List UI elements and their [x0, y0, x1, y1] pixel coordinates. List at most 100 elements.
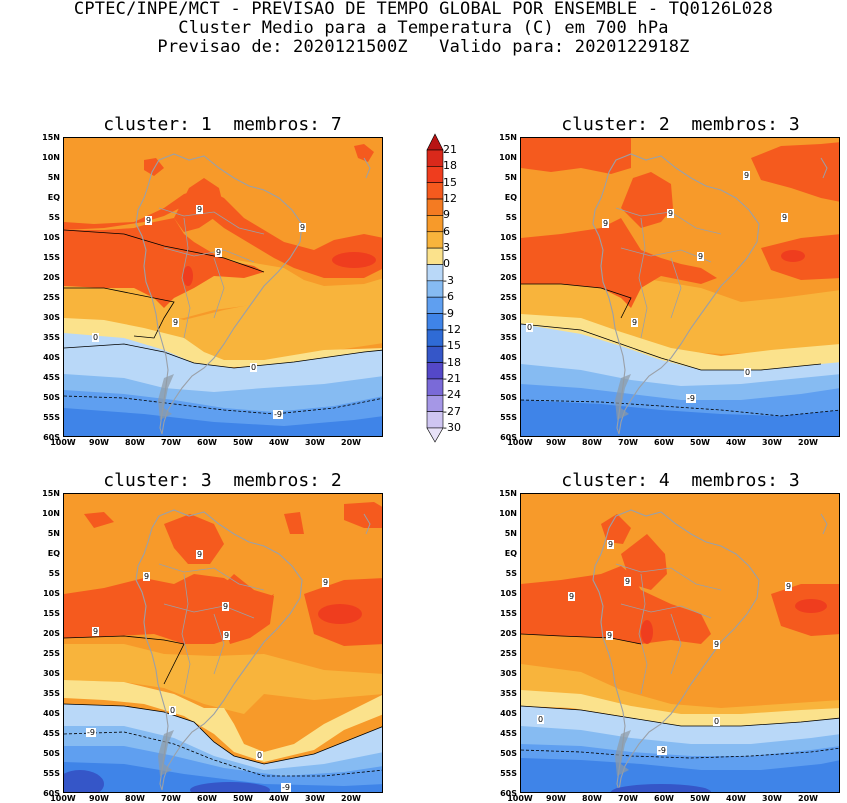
contour-label: 0 — [526, 323, 534, 332]
contour-label: 9 — [602, 219, 610, 228]
lat-tick-label: 15N — [499, 133, 517, 142]
lat-tick-label: 50S — [43, 749, 60, 758]
lon-tick-label: 80W — [582, 794, 602, 803]
lon-tick-label: 40W — [269, 794, 289, 803]
lon-tick-label: 20W — [341, 794, 361, 803]
lon-tick-label: 60W — [197, 438, 217, 447]
contour-label: 0 — [169, 706, 177, 715]
lon-tick-label: 100W — [507, 794, 533, 803]
colorbar-bottom-arrow — [426, 427, 444, 443]
lon-tick-label: 70W — [161, 794, 181, 803]
contour-label: 9 — [624, 577, 632, 586]
lat-tick-label: EQ — [504, 549, 517, 558]
lat-tick-label: 15S — [43, 253, 60, 262]
lat-tick-label: 10N — [42, 509, 60, 518]
panel-3-map — [63, 493, 383, 793]
colorbar-tick-label: -15 — [443, 339, 461, 353]
contour-label: 9 — [781, 213, 789, 222]
lat-tick-label: 40S — [500, 709, 517, 718]
lat-tick-label: 45S — [43, 373, 60, 382]
colorbar-cell — [426, 362, 444, 380]
lat-tick-label: 55S — [43, 413, 60, 422]
panel-2-title: cluster: 2 membros: 3 — [561, 114, 800, 135]
contour-label: 9 — [223, 631, 231, 640]
contour-label: 0 — [250, 363, 258, 372]
contour-label: 9 — [322, 578, 330, 587]
lon-tick-label: 90W — [546, 438, 566, 447]
colorbar-tick-label: 6 — [443, 224, 450, 238]
lat-tick-label: 55S — [500, 769, 517, 778]
lat-tick-label: 25S — [43, 649, 60, 658]
contour-label: 9 — [299, 223, 307, 232]
lon-tick-label: 50W — [690, 438, 710, 447]
lat-tick-label: 50S — [500, 393, 517, 402]
contour-label: 0 — [92, 333, 100, 342]
lat-tick-label: 55S — [43, 769, 60, 778]
lat-tick-label: 35S — [43, 333, 60, 342]
colorbar-tick-label: 3 — [443, 241, 450, 255]
lat-tick-label: 45S — [500, 373, 517, 382]
lon-tick-label: 20W — [798, 438, 818, 447]
title-line-1: CPTEC/INPE/MCT - PREVISAO DE TEMPO GLOBA… — [73, 0, 774, 19]
colorbar-tick-label: 9 — [443, 208, 450, 222]
lat-tick-label: 15S — [500, 609, 517, 618]
lat-tick-label: 5N — [504, 529, 517, 538]
colorbar-cell — [426, 166, 444, 184]
lon-tick-label: 80W — [125, 438, 145, 447]
colorbar-tick-label: -6 — [443, 290, 454, 304]
lat-tick-label: 15S — [500, 253, 517, 262]
lon-tick-label: 50W — [233, 794, 253, 803]
lat-tick-label: 35S — [500, 689, 517, 698]
lat-tick-label: 20S — [43, 629, 60, 638]
panel-4-map — [520, 493, 840, 793]
contour-label: -9 — [686, 394, 696, 403]
colorbar-cell — [426, 149, 444, 167]
lon-tick-label: 30W — [305, 794, 325, 803]
contour-label: 9 — [215, 248, 223, 257]
lat-tick-label: 15N — [499, 489, 517, 498]
contour-label: 9 — [143, 572, 151, 581]
lat-tick-label: 45S — [500, 729, 517, 738]
colorbar — [426, 133, 444, 443]
contour-label: -9 — [281, 783, 291, 792]
lon-tick-label: 50W — [690, 794, 710, 803]
lon-tick-label: 40W — [726, 794, 746, 803]
colorbar-tick-label: -3 — [443, 273, 454, 287]
contour-label: -9 — [273, 410, 283, 419]
lat-tick-label: 15N — [42, 489, 60, 498]
colorbar-cell — [426, 411, 444, 429]
lon-tick-label: 60W — [654, 794, 674, 803]
lat-tick-label: 30S — [500, 313, 517, 322]
lon-tick-label: 90W — [546, 794, 566, 803]
lat-tick-label: 5N — [504, 173, 517, 182]
contour-label: 0 — [713, 717, 721, 726]
contour-label: -9 — [657, 746, 667, 755]
lat-tick-label: 20S — [500, 273, 517, 282]
lon-tick-label: 30W — [305, 438, 325, 447]
colorbar-cell — [426, 345, 444, 363]
colorbar-cell — [426, 329, 444, 347]
contour-label: 9 — [172, 318, 180, 327]
panel-1-title: cluster: 1 membros: 7 — [103, 114, 342, 135]
lat-tick-label: 25S — [500, 649, 517, 658]
colorbar-tick-label: -24 — [443, 388, 461, 402]
title-line-2: Cluster Medio para a Temperatura (C) em … — [178, 18, 669, 38]
colorbar-tick-label: 0 — [443, 257, 450, 271]
panel-4-title: cluster: 4 membros: 3 — [561, 470, 800, 491]
lat-tick-label: 40S — [43, 709, 60, 718]
colorbar-tick-label: -21 — [443, 371, 461, 385]
colorbar-cell — [426, 215, 444, 233]
colorbar-tick-label: 21 — [443, 143, 457, 156]
figure-title: CPTEC/INPE/MCT - PREVISAO DE TEMPO GLOBA… — [0, 0, 847, 57]
lat-tick-label: 50S — [500, 749, 517, 758]
colorbar-cell — [426, 280, 444, 298]
lat-tick-label: 5N — [47, 173, 60, 182]
lat-tick-label: 60S — [43, 433, 60, 442]
lon-tick-label: 100W — [507, 438, 533, 447]
lon-tick-label: 90W — [89, 794, 109, 803]
lon-tick-label: 20W — [341, 438, 361, 447]
colorbar-cell — [426, 378, 444, 396]
colorbar-tick-label: -27 — [443, 404, 461, 418]
lon-tick-label: 30W — [762, 438, 782, 447]
contour-label: 0 — [256, 751, 264, 760]
